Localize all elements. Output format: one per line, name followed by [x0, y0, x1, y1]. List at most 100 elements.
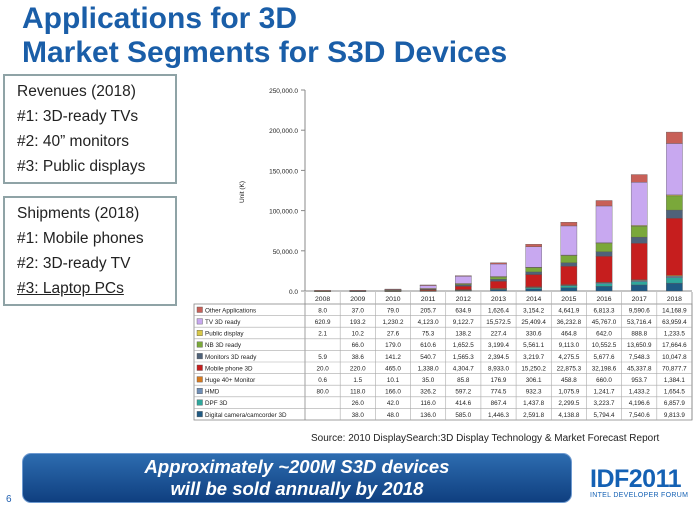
data-label: 27.6 [387, 331, 400, 338]
data-label: 585.0 [455, 412, 471, 419]
data-label: 7,548.3 [629, 354, 651, 361]
source-citation: Source: 2010 DisplaySearch:3D Display Te… [311, 433, 660, 444]
data-label: 888.8 [631, 331, 647, 338]
data-label: 10,047.8 [662, 354, 687, 361]
data-label: 45,767.0 [592, 319, 617, 326]
data-label: 80.0 [316, 389, 329, 396]
data-label: 20.0 [316, 365, 329, 372]
shipments-item-2: #2: 3D-ready TV [17, 255, 131, 272]
data-label: 48.0 [387, 412, 400, 419]
legend-label: Huge 40+ Monitor [205, 377, 255, 384]
bar-segment [455, 275, 472, 284]
data-label: 66.0 [352, 342, 365, 349]
legend-swatch [196, 353, 203, 360]
data-label: 660.0 [596, 377, 612, 384]
x-category-label: 2014 [526, 296, 541, 303]
data-label: 1,075.9 [558, 389, 580, 396]
data-label: 1,241.7 [594, 389, 616, 396]
bar-segment [525, 274, 542, 287]
data-label: 540.7 [420, 354, 436, 361]
x-category-label: 2010 [385, 296, 400, 303]
legend-label: Other Applications [205, 307, 256, 314]
bar-segment [525, 288, 542, 292]
bar-segment [314, 290, 331, 292]
data-label: 5,794.4 [594, 412, 616, 419]
y-tick-label: 250,000.0 [269, 88, 298, 95]
shipments-item-3: #3: Laptop PCs [17, 280, 124, 297]
bar-segment [560, 225, 578, 256]
data-label: 176.9 [491, 377, 507, 384]
legend-swatch [196, 318, 203, 325]
y-tick-label: 150,000.0 [269, 168, 298, 175]
data-label: 166.0 [385, 389, 401, 396]
data-label: 1,338.0 [418, 365, 440, 372]
data-label: 45,337.8 [627, 365, 652, 372]
data-label: 10,552.5 [592, 342, 617, 349]
data-label: 38.0 [352, 412, 365, 419]
page-number: 6 [6, 494, 12, 505]
data-label: 63,959.4 [662, 319, 687, 326]
data-label: 1,626.4 [488, 307, 510, 314]
data-label: 85.8 [457, 377, 470, 384]
revenues-item-2: #2: 40” monitors [17, 133, 129, 150]
shipments-item-1: #1: Mobile phones [17, 230, 144, 247]
data-label: 118.0 [350, 389, 366, 396]
data-label: 1,565.3 [453, 354, 475, 361]
legend-swatch [196, 376, 203, 383]
data-label: 4,641.9 [558, 307, 580, 314]
bar-segment [455, 284, 472, 287]
legend-label: Monitors 3D ready [205, 354, 257, 361]
legend-label: Public display [205, 331, 244, 338]
data-label: 14,168.9 [662, 307, 687, 314]
legend-label: DPF 3D [205, 400, 228, 407]
data-label: 634.9 [455, 307, 471, 314]
bar-segment [490, 262, 507, 265]
bar-segment [560, 255, 578, 263]
data-label: 5,561.1 [523, 342, 545, 349]
data-label: 8.0 [318, 307, 327, 314]
x-category-label: 2011 [421, 296, 436, 303]
data-label: 7,540.6 [629, 412, 651, 419]
data-label: 306.1 [526, 377, 542, 384]
x-category-label: 2015 [561, 296, 576, 303]
data-label: 10.2 [352, 331, 365, 338]
bar-segment [630, 243, 648, 280]
bar-segment [595, 283, 613, 287]
data-label: 458.8 [561, 377, 577, 384]
data-label: 25,409.4 [521, 319, 546, 326]
bar-segment [595, 243, 613, 252]
bar-segment [630, 236, 648, 244]
bar-segment [630, 174, 648, 183]
legend-label: Mobile phone 3D [205, 365, 253, 372]
data-label: 1,233.5 [664, 331, 686, 338]
data-label: 2,394.5 [488, 354, 510, 361]
data-label: 37.0 [352, 307, 365, 314]
data-label: 9,813.9 [664, 412, 686, 419]
data-label: 179.0 [385, 342, 401, 349]
bar-segment [666, 217, 683, 276]
bar-segment [525, 271, 542, 275]
data-label: 867.4 [491, 400, 507, 407]
bar-segment [560, 262, 578, 267]
data-label: 932.3 [526, 389, 542, 396]
bar-segment [666, 209, 683, 219]
slide-title-line2: Market Segments for S3D Devices [22, 36, 508, 69]
data-label: 642.0 [596, 331, 612, 338]
revenues-item-3: #3: Public displays [17, 158, 146, 175]
data-label: 138.2 [455, 331, 471, 338]
data-label: 10.1 [387, 377, 400, 384]
data-label: 6,813.3 [594, 307, 616, 314]
bar-segment [666, 143, 683, 196]
legend-swatch [196, 399, 203, 406]
data-label: 1,433.2 [629, 389, 651, 396]
bar-segment [595, 286, 613, 292]
bar-segment [630, 281, 648, 286]
data-label: 9,122.7 [453, 319, 475, 326]
data-label: 5.9 [318, 354, 327, 361]
x-category-label: 2017 [632, 296, 647, 303]
data-label: 26.0 [352, 400, 365, 407]
bar-segment [525, 246, 542, 268]
legend-swatch [196, 411, 203, 418]
shipments-heading: Shipments (2018) [17, 205, 140, 222]
bar-segment [560, 222, 578, 227]
